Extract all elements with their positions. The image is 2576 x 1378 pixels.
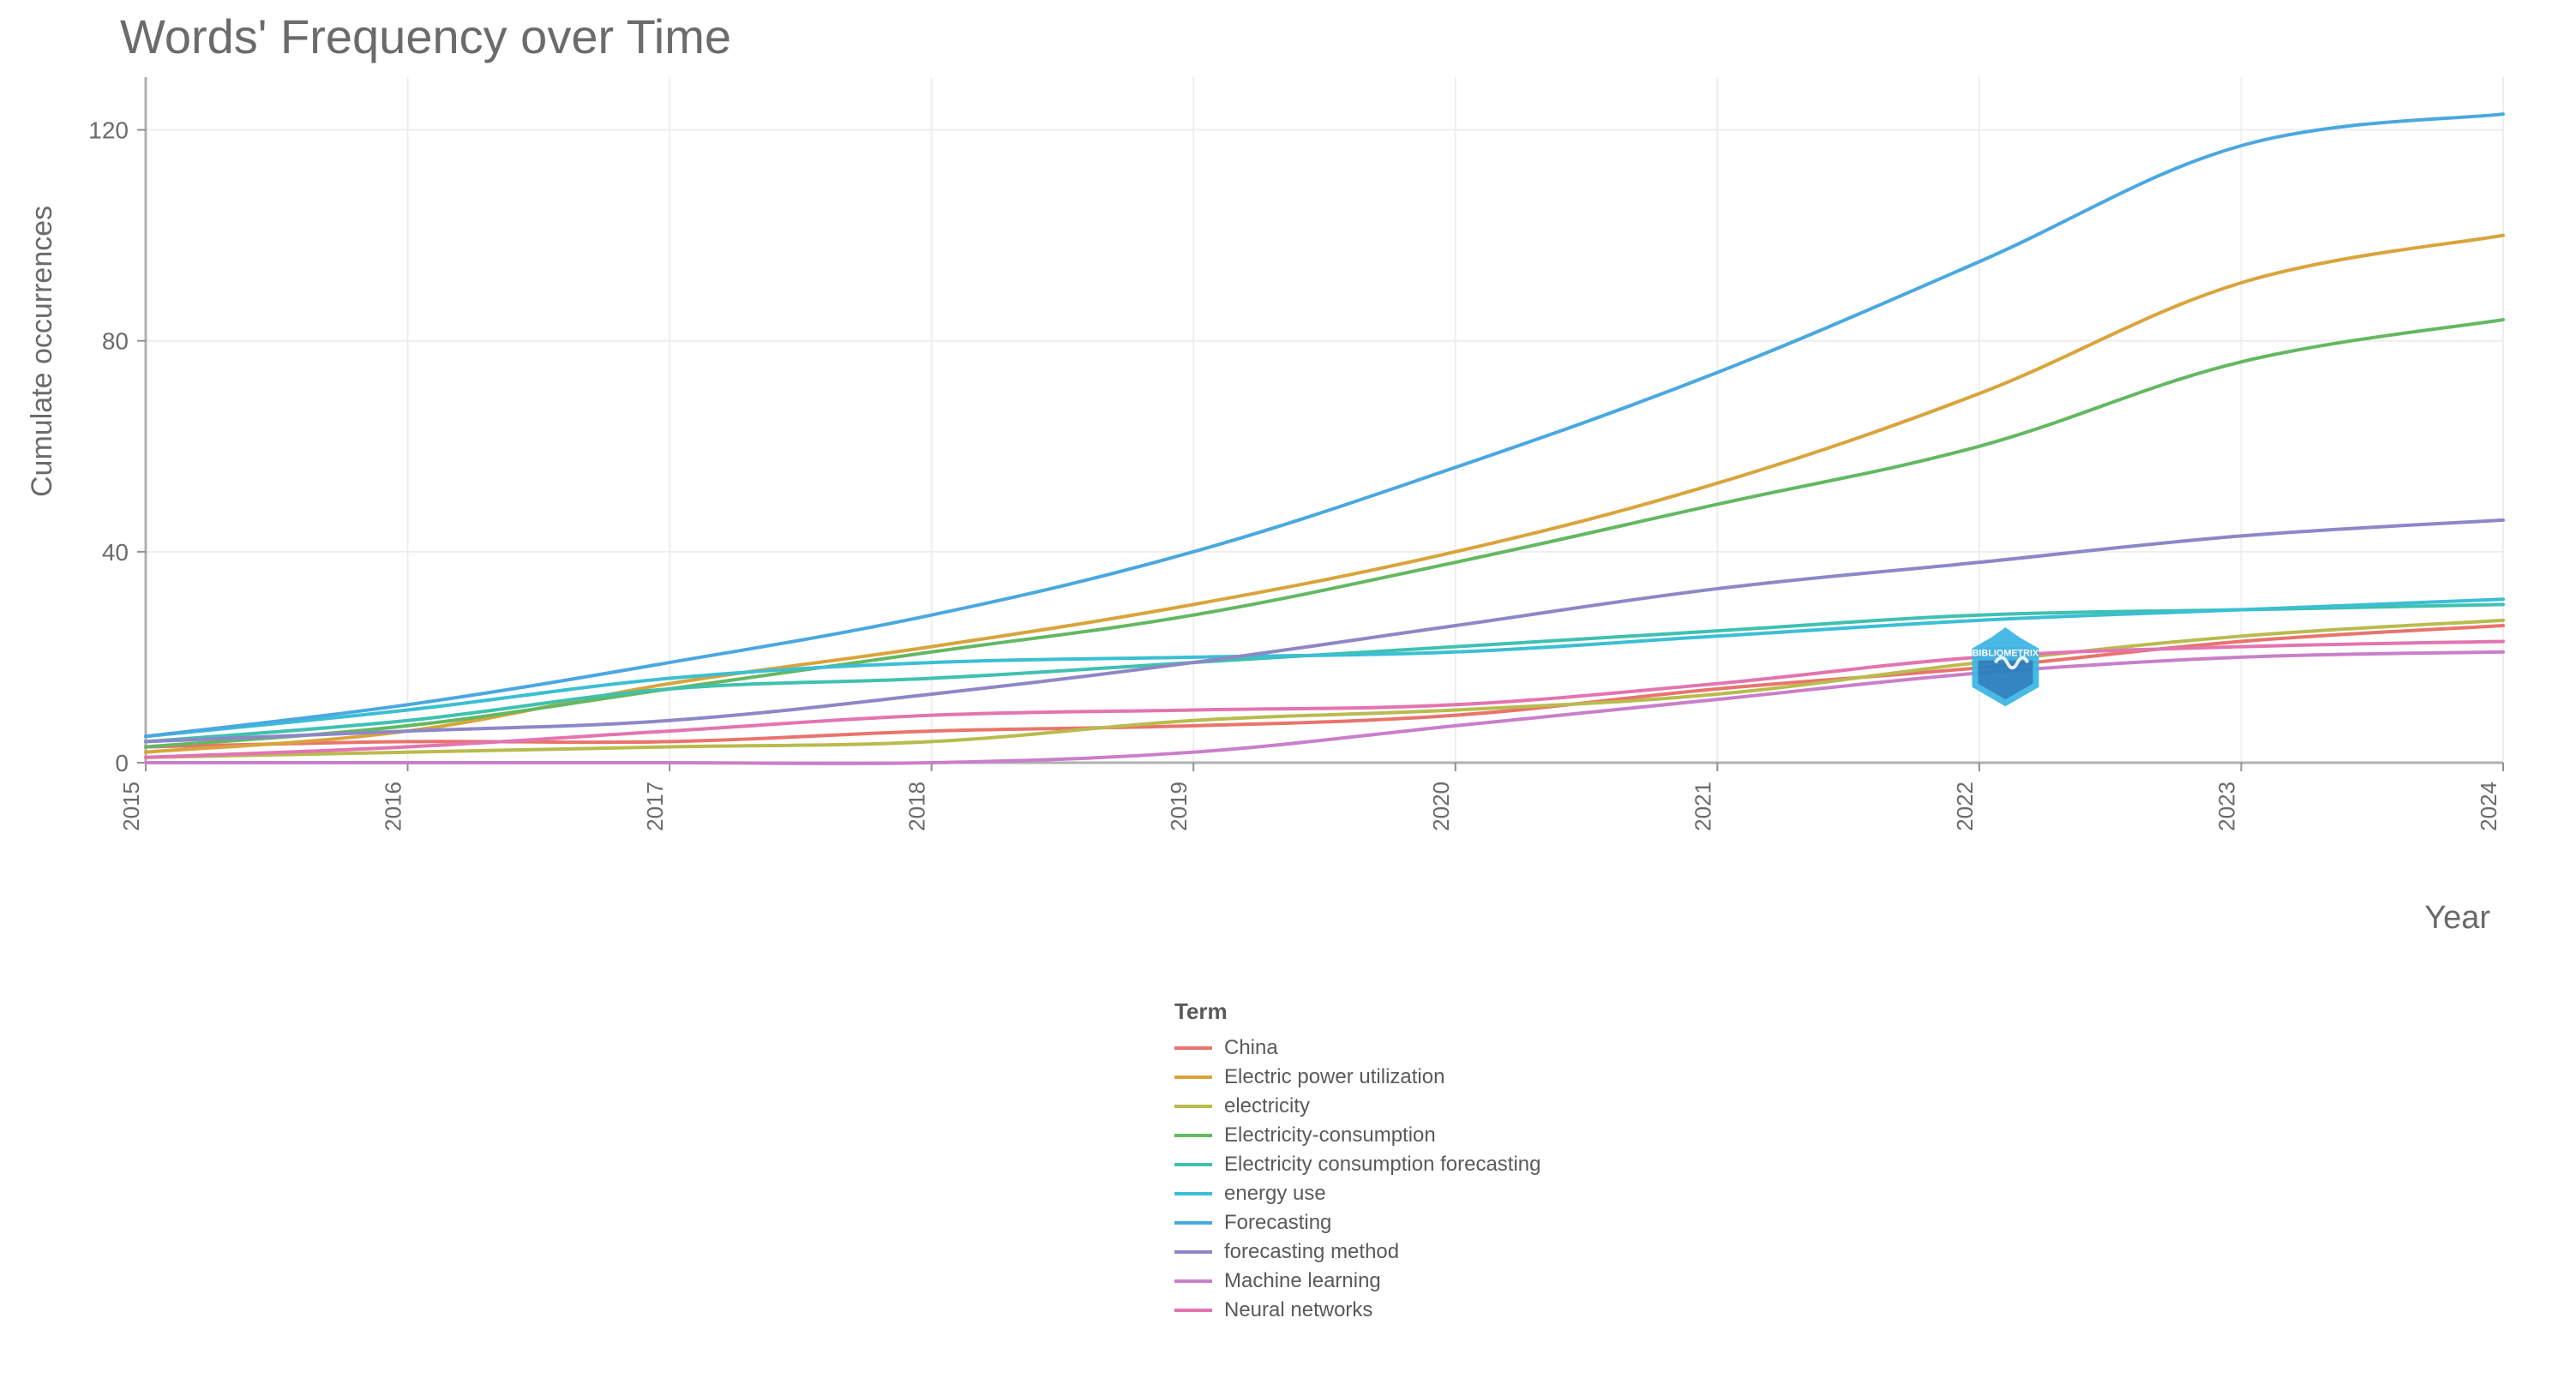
y-tick-label: 120 <box>88 117 129 144</box>
legend-swatch <box>1174 1163 1212 1166</box>
line-electricity <box>146 620 2503 758</box>
x-tick-label: 2021 <box>1690 782 1715 831</box>
legend-swatch <box>1174 1134 1212 1137</box>
legend-item: Electricity-consumption <box>1174 1121 1541 1150</box>
legend-item: electricity <box>1174 1092 1541 1121</box>
legend-label: Neural networks <box>1224 1298 1372 1322</box>
legend: Term China Electric power utilization elec… <box>1174 998 1541 1325</box>
watermark-badge: BIBLIOMETRIX <box>1973 627 2039 706</box>
x-tick-label: 2022 <box>1952 782 1978 831</box>
legend-item: Electricity consumption forecasting <box>1174 1150 1541 1179</box>
x-tick-label: 2019 <box>1166 782 1192 831</box>
legend-item: forecasting method <box>1174 1237 1541 1267</box>
x-tick-label: 2020 <box>1428 782 1454 831</box>
legend-label: Machine learning <box>1224 1269 1381 1293</box>
line-electricity-consumption <box>146 320 2503 746</box>
legend-label: Electric power utilization <box>1224 1065 1444 1089</box>
x-tick-label: 2016 <box>381 782 406 831</box>
legend-title: Term <box>1174 998 1541 1025</box>
legend-label: energy use <box>1224 1182 1326 1206</box>
legend-item: Electric power utilization <box>1174 1063 1541 1092</box>
x-tick-label: 2018 <box>904 782 930 831</box>
legend-swatch <box>1174 1105 1212 1108</box>
legend-item: Forecasting <box>1174 1208 1541 1237</box>
x-tick-label: 2023 <box>2213 782 2239 831</box>
legend-label: Forecasting <box>1224 1211 1331 1235</box>
y-tick-label: 80 <box>102 328 129 355</box>
legend-swatch <box>1174 1192 1212 1195</box>
legend-swatch <box>1174 1279 1212 1283</box>
legend-swatch <box>1174 1309 1212 1312</box>
x-tick-label: 2024 <box>2476 782 2501 831</box>
legend-swatch <box>1174 1046 1212 1050</box>
x-tick-label: 2015 <box>118 782 144 831</box>
legend-label: Electricity-consumption <box>1224 1123 1436 1147</box>
legend-swatch <box>1174 1075 1212 1079</box>
legend-item: Neural networks <box>1174 1296 1541 1325</box>
legend-item: China <box>1174 1034 1541 1063</box>
legend-label: China <box>1224 1036 1278 1060</box>
x-tick-label: 2017 <box>642 782 668 831</box>
chart-plot: 0 40 80 120 2015 2016 2017 2018 2019 2020 2021 2022… <box>0 0 2576 943</box>
legend-item: energy use <box>1174 1179 1541 1208</box>
chart-container: Words' Frequency over Time Cumulate occu… <box>0 0 2576 1378</box>
y-tick-label: 0 <box>115 750 129 776</box>
line-electric-power-utilization <box>146 236 2503 752</box>
legend-label: electricity <box>1224 1094 1310 1118</box>
legend-item: Machine learning <box>1174 1267 1541 1296</box>
legend-label: forecasting method <box>1224 1240 1399 1264</box>
watermark-label: BIBLIOMETRIX <box>1973 649 2039 659</box>
y-tick-label: 40 <box>102 539 129 566</box>
legend-swatch <box>1174 1221 1212 1225</box>
legend-label: Electricity consumption forecasting <box>1224 1153 1541 1177</box>
legend-swatch <box>1174 1250 1212 1254</box>
